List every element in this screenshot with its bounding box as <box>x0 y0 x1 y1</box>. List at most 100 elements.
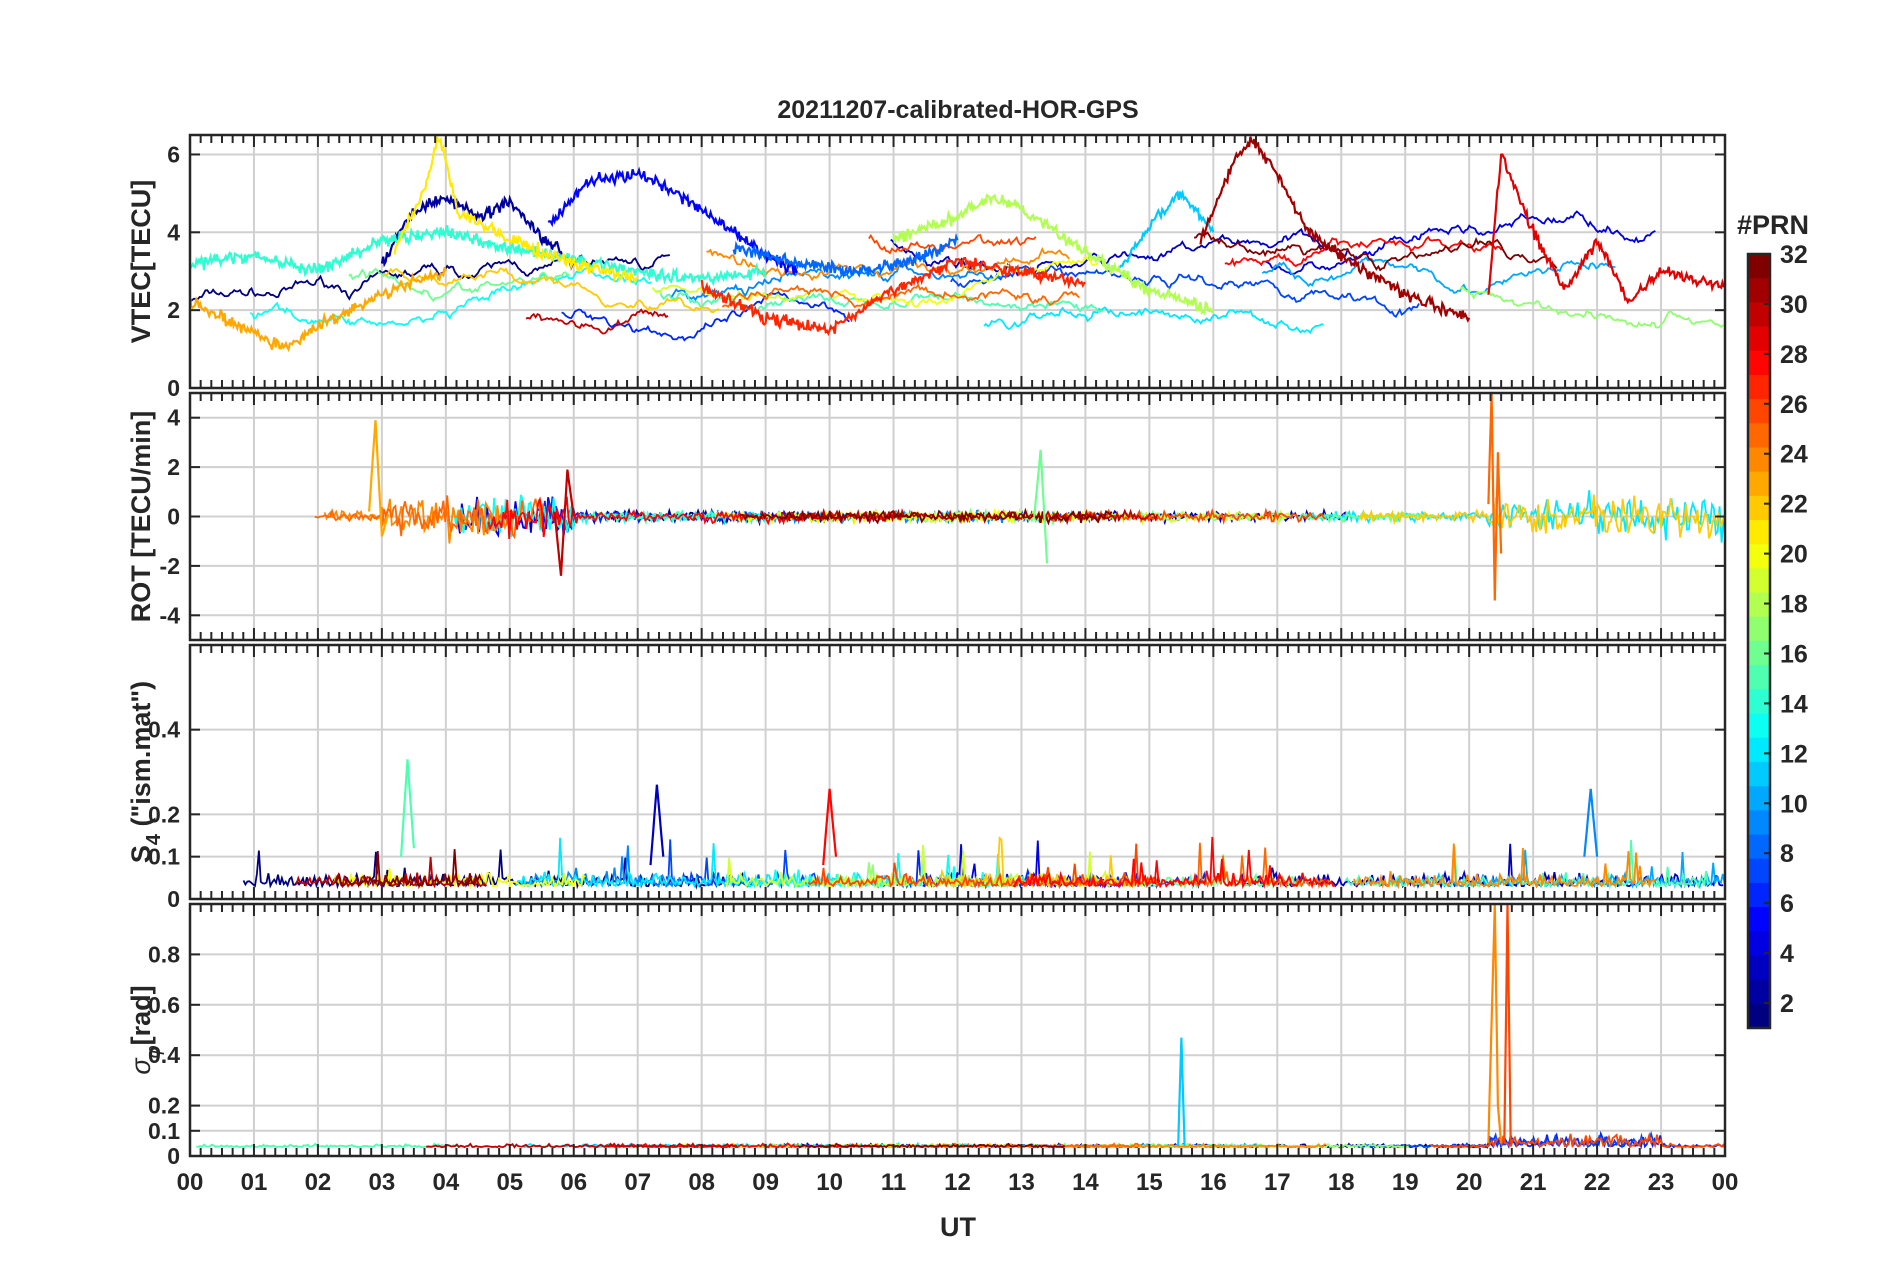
series-prn-15 <box>400 759 415 857</box>
colorbar-tick-label: 20 <box>1780 541 1808 569</box>
trace-prn-32 <box>334 849 483 889</box>
colorbar-title: #PRN <box>1737 210 1809 240</box>
colorbar-segment <box>1748 1003 1770 1029</box>
x-tick-label: 17 <box>1264 1169 1291 1196</box>
colorbar-tick-label: 10 <box>1780 790 1808 818</box>
trace-prn-16 <box>348 267 570 303</box>
x-tick-label: 20 <box>1456 1169 1483 1196</box>
x-tick-label: 19 <box>1392 1169 1419 1196</box>
trace-prn-26 <box>868 233 1037 255</box>
colorbar-segment <box>1748 544 1770 570</box>
trace-prn-22 <box>382 267 720 314</box>
colorbar-tick-label: 6 <box>1780 890 1794 918</box>
series-prn-16 <box>1033 449 1049 564</box>
series-prn-21 <box>393 136 639 284</box>
trace-prn-30 <box>426 1142 738 1149</box>
trace-prn-24 <box>706 246 1070 282</box>
x-tick-label: 18 <box>1328 1169 1355 1196</box>
x-tick-label: 03 <box>369 1169 396 1196</box>
colorbar-tick-label: 8 <box>1780 840 1794 868</box>
axes-layer <box>188 133 1727 1158</box>
series-prn-24 <box>1487 903 1503 1144</box>
series-prn-31 <box>1199 136 1471 323</box>
series-prn-11 <box>1177 1037 1186 1146</box>
y-tick-label: 4 <box>167 405 180 431</box>
x-axis-label: UT <box>940 1212 976 1242</box>
series-prn-8 <box>732 232 959 279</box>
series-prn-11 <box>1116 189 1215 272</box>
colorbar-segment <box>1748 907 1770 932</box>
colorbar-segment <box>1748 447 1770 473</box>
trace-prn-15 <box>589 509 720 526</box>
trace-prn-26 <box>1430 1131 1725 1149</box>
colorbar-segment <box>1748 350 1770 376</box>
colorbar-segment <box>1748 592 1770 618</box>
colorbar-segment <box>1748 254 1770 279</box>
trace-prn-19 <box>651 284 810 303</box>
background-traces-vtec <box>189 210 1724 342</box>
y-axis-label-s4: S4 ("ism.mat") <box>126 681 165 863</box>
series-prn-5 <box>547 166 799 275</box>
series-prn-23 <box>368 420 390 537</box>
x-tick-label: 08 <box>688 1169 715 1196</box>
y-tick-label: 0.1 <box>148 1118 180 1144</box>
colorbar-tick-label: 4 <box>1780 940 1794 968</box>
y-tick-label: 0 <box>167 504 180 530</box>
colorbar-segment <box>1748 568 1770 594</box>
y-tick-label: 0.1 <box>148 844 180 870</box>
x-tick-label: 04 <box>432 1169 459 1196</box>
trace-prn-28 <box>1012 836 1336 890</box>
colorbar-segment <box>1748 834 1770 860</box>
y-tick-label: 0.4 <box>148 717 180 743</box>
y-tick-label: 0 <box>167 886 180 912</box>
x-tick-label: 23 <box>1648 1169 1675 1196</box>
data-layer <box>188 136 1726 1150</box>
y-tick-label: 0.6 <box>148 992 180 1018</box>
colorbar-segment <box>1748 374 1770 400</box>
series-prn-23 <box>188 266 447 353</box>
y-axis-label-sigma_phi: σφ[rad] <box>126 985 165 1074</box>
series-prn-30 <box>553 469 575 576</box>
series-prn-9 <box>1583 788 1599 857</box>
x-tick-label: 07 <box>624 1169 651 1196</box>
background-traces-sigma_phi <box>196 1130 1725 1150</box>
trace-prn-9 <box>669 262 1003 302</box>
y-tick-label: 6 <box>167 141 180 167</box>
series-prn-25 <box>1487 392 1503 601</box>
colorbar-tick-label: 2 <box>1780 990 1794 1018</box>
x-tick-label: 00 <box>177 1169 204 1196</box>
x-tick-label: 09 <box>752 1169 779 1196</box>
series-prn-28 <box>822 788 838 866</box>
colorbar-tick-label: 24 <box>1780 441 1808 469</box>
colorbar-segment <box>1748 520 1770 545</box>
colorbar-tick-label: 22 <box>1780 491 1808 519</box>
series-prn-26 <box>1503 903 1512 1144</box>
colorbar-tick-label: 30 <box>1780 291 1808 319</box>
x-tick-label: 15 <box>1136 1169 1163 1196</box>
colorbar-segment <box>1748 737 1770 763</box>
x-tick-label: 12 <box>944 1169 971 1196</box>
x-tick-label: 14 <box>1072 1169 1099 1196</box>
trace-prn-7 <box>950 264 1420 318</box>
y-tick-label: -2 <box>160 553 180 579</box>
colorbar-frame <box>1746 252 1772 1030</box>
trace-prn-4 <box>1265 210 1656 276</box>
colorbar-segment <box>1748 665 1770 690</box>
y-tick-label: 2 <box>167 297 180 323</box>
x-tick-label: 05 <box>496 1169 523 1196</box>
trace-prn-12 <box>983 306 1324 335</box>
colorbar-segment <box>1748 713 1770 739</box>
colorbar-tick-label: 32 <box>1780 241 1808 269</box>
x-tick-label: 02 <box>305 1169 332 1196</box>
colorbar-segment <box>1748 955 1770 981</box>
series-prn-3 <box>649 784 665 866</box>
colorbar-tick-label: 16 <box>1780 640 1808 668</box>
colorbar-segment <box>1748 858 1770 884</box>
x-tick-label: 13 <box>1008 1169 1035 1196</box>
y-tick-label: 0.8 <box>148 941 180 967</box>
x-tick-label: 06 <box>560 1169 587 1196</box>
colorbar-segment <box>1748 423 1770 449</box>
colorbar-tick-label: 12 <box>1780 740 1808 768</box>
colorbar-segment <box>1748 471 1770 497</box>
